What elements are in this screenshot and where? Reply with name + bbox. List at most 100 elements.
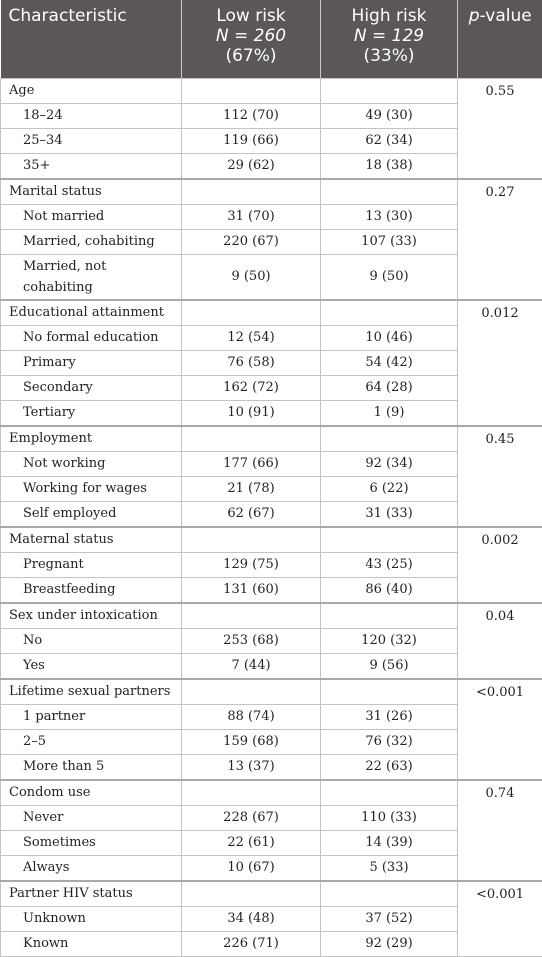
high-risk-value: 18 (38) <box>321 153 458 179</box>
row-label: Working for wages <box>1 476 182 501</box>
low-risk-value: 62 (67) <box>182 501 321 527</box>
section-title: Educational attainment <box>1 300 182 326</box>
high-risk-value: 43 (25) <box>321 552 458 577</box>
high-risk-value: 10 (46) <box>321 325 458 350</box>
empty-cell <box>182 780 321 806</box>
high-risk-value: 6 (22) <box>321 476 458 501</box>
low-risk-label: Low risk <box>188 6 314 26</box>
header-low-risk: Low risk N = 260 (67%) <box>182 0 321 78</box>
row-label: Not working <box>1 451 182 476</box>
row-label: 2–5 <box>1 729 182 754</box>
low-risk-value: 13 (37) <box>182 754 321 780</box>
low-risk-value: 119 (66) <box>182 128 321 153</box>
table-header: Characteristic Low risk N = 260 (67%) Hi… <box>1 0 542 78</box>
low-risk-value: 88 (74) <box>182 704 321 729</box>
high-risk-value: 9 (50) <box>321 254 458 300</box>
empty-cell <box>182 527 321 553</box>
row-label: Tertiary <box>1 400 182 426</box>
section-title: Condom use <box>1 780 182 806</box>
low-risk-value: 228 (67) <box>182 805 321 830</box>
low-risk-value: 112 (70) <box>182 103 321 128</box>
row-label: Married, not cohabiting <box>1 254 182 300</box>
row-label: 1 partner <box>1 704 182 729</box>
low-risk-value: 76 (58) <box>182 350 321 375</box>
empty-cell <box>321 426 458 452</box>
empty-cell <box>321 679 458 705</box>
header-pvalue: p-value <box>458 0 542 78</box>
low-risk-value: 226 (71) <box>182 931 321 956</box>
low-risk-value: 177 (66) <box>182 451 321 476</box>
high-risk-value: 31 (33) <box>321 501 458 527</box>
high-risk-value: 64 (28) <box>321 375 458 400</box>
high-risk-value: 86 (40) <box>321 577 458 603</box>
low-risk-value: 12 (54) <box>182 325 321 350</box>
high-risk-value: 9 (56) <box>321 653 458 679</box>
row-label: No <box>1 628 182 653</box>
row-label: Pregnant <box>1 552 182 577</box>
low-risk-value: 9 (50) <box>182 254 321 300</box>
empty-cell <box>321 179 458 205</box>
high-risk-value: 120 (32) <box>321 628 458 653</box>
row-label: 18–24 <box>1 103 182 128</box>
empty-cell <box>182 603 321 629</box>
row-label: 25–34 <box>1 128 182 153</box>
empty-cell <box>321 780 458 806</box>
empty-cell <box>182 679 321 705</box>
row-label: Not married <box>1 204 182 229</box>
row-label: Married, cohabiting <box>1 229 182 254</box>
empty-cell <box>182 881 321 907</box>
section-title: Partner HIV status <box>1 881 182 907</box>
high-risk-value: 107 (33) <box>321 229 458 254</box>
section-title: Sex under intoxication <box>1 603 182 629</box>
high-risk-pct: (33%) <box>327 46 451 66</box>
low-risk-value: 10 (67) <box>182 855 321 881</box>
row-label: Sometimes <box>1 830 182 855</box>
row-label: Never <box>1 805 182 830</box>
row-label: No formal education <box>1 325 182 350</box>
low-risk-value: 21 (78) <box>182 476 321 501</box>
row-label: Self employed <box>1 501 182 527</box>
low-risk-value: 131 (60) <box>182 577 321 603</box>
empty-cell <box>321 300 458 326</box>
section-title: Employment <box>1 426 182 452</box>
row-label: Unknown <box>1 906 182 931</box>
p-value: 0.27 <box>458 179 542 300</box>
section-title: Lifetime sexual partners <box>1 679 182 705</box>
p-value: 0.002 <box>458 527 542 603</box>
section-row: Lifetime sexual partners<0.001 <box>1 679 542 705</box>
low-risk-n: N = 260 <box>188 26 314 46</box>
high-risk-value: 14 (39) <box>321 830 458 855</box>
empty-cell <box>182 300 321 326</box>
section-row: Partner HIV status<0.001 <box>1 881 542 907</box>
p-value: 0.45 <box>458 426 542 527</box>
low-risk-value: 162 (72) <box>182 375 321 400</box>
empty-cell <box>321 527 458 553</box>
high-risk-value: 31 (26) <box>321 704 458 729</box>
p-value: 0.04 <box>458 603 542 679</box>
low-risk-value: 7 (44) <box>182 653 321 679</box>
high-risk-value: 1 (9) <box>321 400 458 426</box>
high-risk-value: 37 (52) <box>321 906 458 931</box>
high-risk-value: 13 (30) <box>321 204 458 229</box>
high-risk-value: 22 (63) <box>321 754 458 780</box>
low-risk-value: 129 (75) <box>182 552 321 577</box>
p-value: 0.55 <box>458 78 542 179</box>
row-label: Primary <box>1 350 182 375</box>
low-risk-value: 253 (68) <box>182 628 321 653</box>
p-value: 0.74 <box>458 780 542 881</box>
section-title: Age <box>1 78 182 103</box>
low-risk-value: 10 (91) <box>182 400 321 426</box>
low-risk-value: 31 (70) <box>182 204 321 229</box>
header-high-risk: High risk N = 129 (33%) <box>321 0 458 78</box>
empty-cell <box>182 179 321 205</box>
empty-cell <box>182 78 321 103</box>
row-label: Breastfeeding <box>1 577 182 603</box>
high-risk-value: 54 (42) <box>321 350 458 375</box>
